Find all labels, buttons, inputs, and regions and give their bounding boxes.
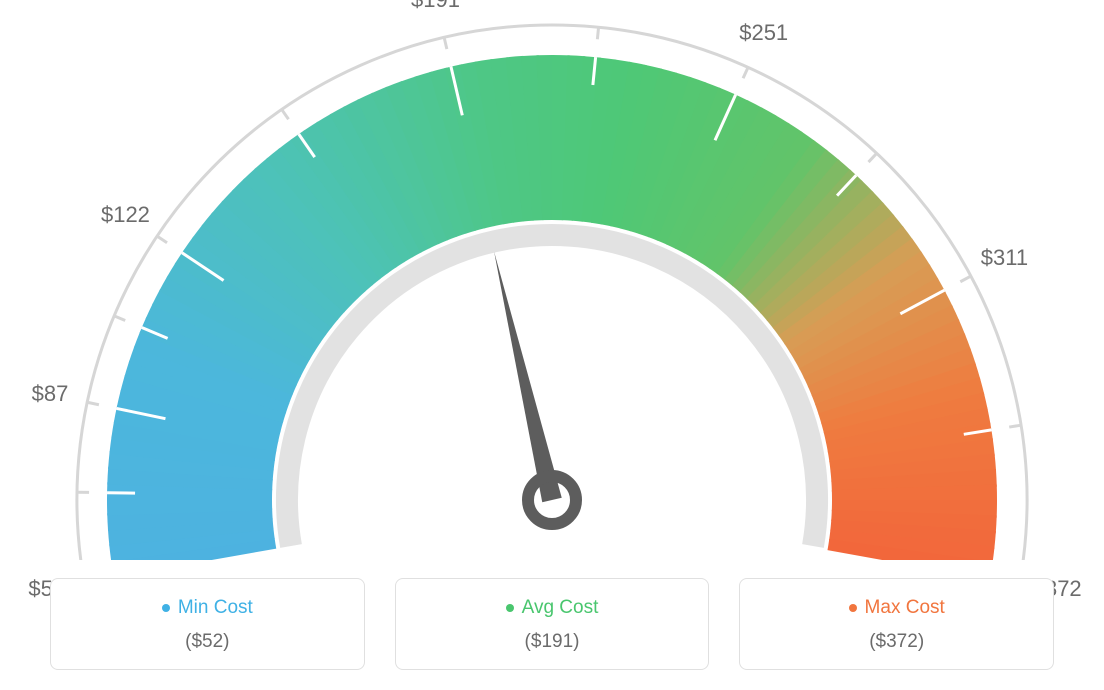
legend-label-min: Min Cost — [178, 597, 253, 619]
legend-value-min: ($52) — [61, 631, 354, 653]
legend-card-max: Max Cost ($372) — [739, 578, 1054, 670]
legend-value-avg: ($191) — [406, 631, 699, 653]
gauge-tick-label: $191 — [411, 0, 460, 13]
legend-card-avg: Avg Cost ($191) — [395, 578, 710, 670]
legend-value-max: ($372) — [750, 631, 1043, 653]
gauge-needle — [494, 252, 562, 503]
legend-dot-avg — [506, 604, 514, 612]
legend-dot-max — [849, 604, 857, 612]
gauge-area: $52$87$122$191$251$311$372 — [0, 0, 1104, 560]
gauge-tick-label: $122 — [101, 202, 150, 228]
legend-title-max: Max Cost — [750, 597, 1043, 619]
gauge-tick-label: $251 — [739, 20, 788, 46]
gauge-chart-container: $52$87$122$191$251$311$372 Min Cost ($52… — [0, 0, 1104, 690]
legend-row: Min Cost ($52) Avg Cost ($191) Max Cost … — [0, 578, 1104, 670]
gauge-svg — [0, 0, 1104, 560]
gauge-tick-label: $87 — [32, 381, 69, 407]
legend-card-min: Min Cost ($52) — [50, 578, 365, 670]
legend-label-max: Max Cost — [865, 597, 945, 619]
legend-dot-min — [162, 604, 170, 612]
gauge-tick-label: $311 — [981, 245, 1028, 271]
legend-title-avg: Avg Cost — [406, 597, 699, 619]
legend-label-avg: Avg Cost — [522, 597, 599, 619]
legend-title-min: Min Cost — [61, 597, 354, 619]
